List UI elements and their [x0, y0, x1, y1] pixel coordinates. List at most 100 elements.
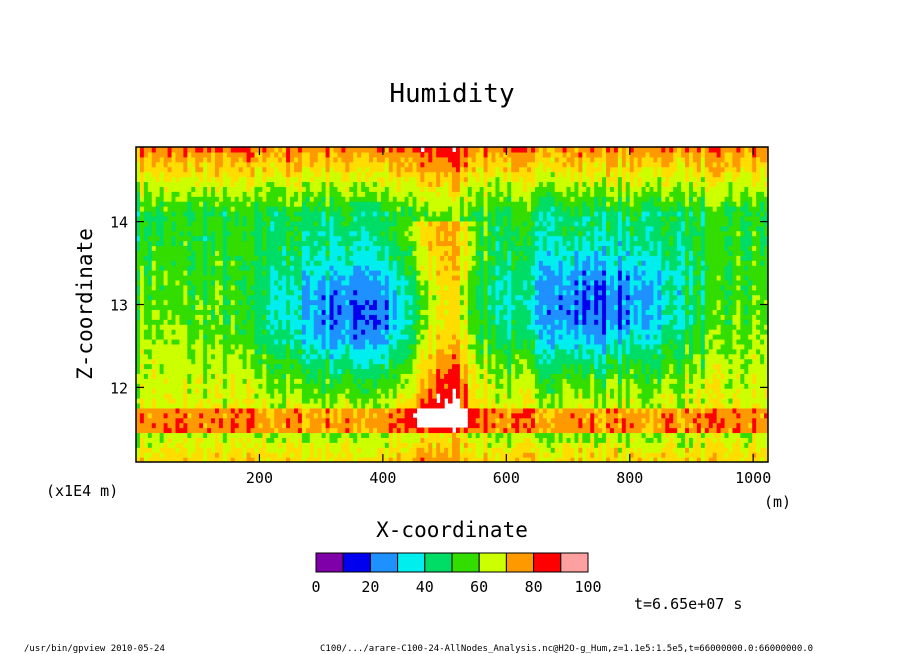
field-cell	[199, 220, 204, 227]
field-cell	[254, 181, 260, 187]
field-cell	[155, 304, 161, 311]
field-cell	[234, 166, 240, 173]
field-cell	[404, 151, 410, 158]
field-cell	[309, 358, 315, 365]
field-cell	[313, 240, 319, 247]
field-cell	[159, 348, 165, 355]
field-cell	[380, 166, 386, 173]
field-cell	[388, 215, 394, 222]
field-cell	[222, 363, 228, 370]
field-cell	[404, 437, 410, 443]
field-cell	[349, 196, 354, 202]
field-cell	[436, 388, 441, 394]
field-cell	[151, 255, 157, 261]
field-cell	[309, 452, 315, 458]
field-cell	[345, 383, 350, 389]
field-cell	[234, 151, 240, 158]
field-cell	[440, 338, 445, 345]
field-cell	[203, 147, 208, 153]
field-cell	[159, 206, 165, 212]
field-cell	[333, 412, 339, 419]
field-cell	[238, 412, 244, 419]
field-cell	[215, 210, 220, 217]
field-cell	[329, 299, 335, 306]
field-cell	[305, 452, 311, 458]
field-cell	[218, 270, 224, 276]
field-cell	[266, 230, 271, 237]
field-cell	[432, 452, 437, 458]
field-cell	[317, 196, 323, 202]
field-cell	[376, 255, 382, 261]
field-cell	[203, 437, 208, 443]
field-cell	[357, 432, 362, 438]
field-cell	[195, 358, 200, 365]
field-cell	[175, 412, 181, 419]
field-cell	[404, 191, 410, 197]
field-cell	[167, 181, 173, 187]
field-cell	[234, 457, 240, 462]
field-cell	[207, 147, 212, 153]
field-cell	[317, 452, 323, 458]
field-cell	[175, 176, 181, 183]
field-cell	[408, 373, 414, 379]
field-cell	[286, 422, 291, 429]
field-cell	[147, 319, 153, 325]
field-cell	[357, 368, 362, 375]
field-cell	[250, 437, 256, 443]
field-cell	[262, 156, 267, 163]
field-cell	[369, 338, 374, 345]
field-cell	[297, 388, 303, 394]
field-cell	[412, 324, 418, 330]
field-cell	[159, 230, 165, 237]
field-cell	[349, 324, 354, 330]
field-cell	[408, 417, 414, 424]
field-cell	[341, 442, 346, 448]
field-cell	[416, 324, 421, 330]
field-cell	[163, 210, 169, 217]
field-cell	[345, 324, 350, 330]
field-cell	[420, 191, 425, 197]
field-cell	[297, 417, 303, 424]
field-cell	[147, 324, 153, 330]
field-cell	[412, 427, 418, 434]
field-cell	[143, 274, 149, 281]
field-cell	[270, 294, 275, 301]
field-cell	[420, 447, 425, 453]
field-cell	[159, 191, 165, 197]
field-cell	[286, 166, 291, 173]
field-cell	[305, 235, 311, 242]
field-cell	[297, 314, 303, 320]
field-cell	[440, 452, 445, 458]
field-cell	[258, 447, 263, 453]
field-cell	[187, 412, 192, 419]
field-cell	[187, 260, 192, 266]
field-cell	[325, 452, 331, 458]
field-cell	[195, 368, 200, 375]
field-cell	[147, 358, 153, 365]
field-cell	[373, 319, 378, 325]
field-cell	[218, 402, 224, 409]
field-cell	[424, 378, 429, 384]
field-cell	[250, 166, 256, 173]
field-cell	[309, 388, 315, 394]
field-cell	[238, 274, 244, 281]
field-cell	[238, 201, 244, 207]
field-cell	[400, 338, 406, 345]
field-cell	[242, 363, 248, 370]
field-cell	[392, 432, 398, 438]
field-cell	[392, 196, 398, 202]
field-cell	[191, 442, 196, 448]
field-cell	[218, 457, 224, 462]
field-cell	[266, 166, 271, 173]
field-cell	[361, 338, 366, 345]
field-cell	[222, 388, 228, 394]
field-cell	[226, 176, 232, 183]
field-cell	[329, 240, 335, 247]
field-cell	[278, 176, 283, 183]
field-cell	[159, 181, 165, 187]
field-cell	[211, 215, 216, 222]
field-cell	[297, 457, 303, 462]
field-cell	[207, 289, 212, 296]
field-cell	[155, 161, 161, 168]
field-cell	[317, 343, 323, 350]
